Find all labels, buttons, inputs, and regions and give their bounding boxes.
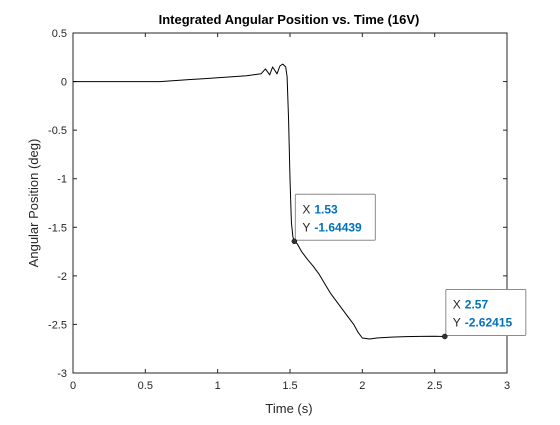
x-tick-label: 2.5 [427, 380, 442, 392]
datatip-x-row: X 2.57 [453, 297, 489, 311]
y-tick-label: 0.5 [52, 28, 67, 40]
datatip-x-label: X [453, 297, 461, 311]
datatip-group: X 1.53 Y -1.64439 X 2.57 Y -2.62415 [291, 193, 527, 340]
chart-title: Integrated Angular Position vs. Time (16… [159, 12, 420, 27]
x-tick-label: 1.5 [282, 380, 297, 392]
datatip-y-label: Y [302, 220, 310, 234]
y-tick-label: -0.5 [48, 125, 67, 137]
datatip-marker [291, 238, 298, 245]
datatip: X 2.57 Y -2.62415 [442, 288, 527, 340]
series-line [73, 63, 445, 340]
datatip-y-label: Y [453, 315, 461, 329]
datatip-x-row: X 1.53 [302, 202, 338, 216]
datatip-box [445, 288, 527, 336]
x-tick-label: 3 [504, 380, 510, 392]
y-tick-label: -2.5 [48, 319, 67, 331]
y-tick-label: 0 [61, 77, 67, 89]
datatip-x-value: 1.53 [314, 202, 338, 216]
datatip-y-row: Y -1.64439 [302, 220, 362, 234]
y-tick-label: -1 [57, 174, 67, 186]
axes: 0 0.5 1 1.5 2 2.5 3 0.5 0 -0.5 -1 -1.5 -2 -2.5 -3 [48, 28, 510, 392]
x-tick-label: 1 [215, 380, 221, 392]
datatip-y-value: -2.62415 [465, 315, 513, 329]
datatip: X 1.53 Y -1.64439 [291, 193, 376, 245]
datatip-x-value: 2.57 [465, 297, 489, 311]
x-tick-label: 0 [70, 380, 76, 392]
datatip-x-label: X [302, 202, 310, 216]
y-tick-label: -3 [57, 368, 67, 380]
y-tick-label: -1.5 [48, 222, 67, 234]
x-axis-label: Time (s) [265, 401, 312, 416]
y-tick-label: -2 [57, 271, 67, 283]
x-tick-label: 2 [359, 380, 365, 392]
datatip-box [294, 193, 376, 241]
y-axis-label: Angular Position (deg) [26, 139, 41, 268]
datatip-y-row: Y -2.62415 [453, 315, 513, 329]
datatip-y-value: -1.64439 [314, 220, 362, 234]
datatip-marker [442, 333, 448, 340]
series-group [73, 63, 445, 340]
x-tick-label: 0.5 [138, 380, 153, 392]
